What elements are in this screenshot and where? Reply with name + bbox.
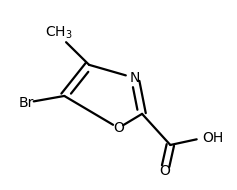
Text: N: N [130,71,140,85]
Text: OH: OH [202,131,223,145]
Text: Br: Br [18,97,34,111]
Text: CH$_3$: CH$_3$ [45,25,72,41]
Text: O: O [159,164,170,178]
Text: O: O [113,121,124,135]
